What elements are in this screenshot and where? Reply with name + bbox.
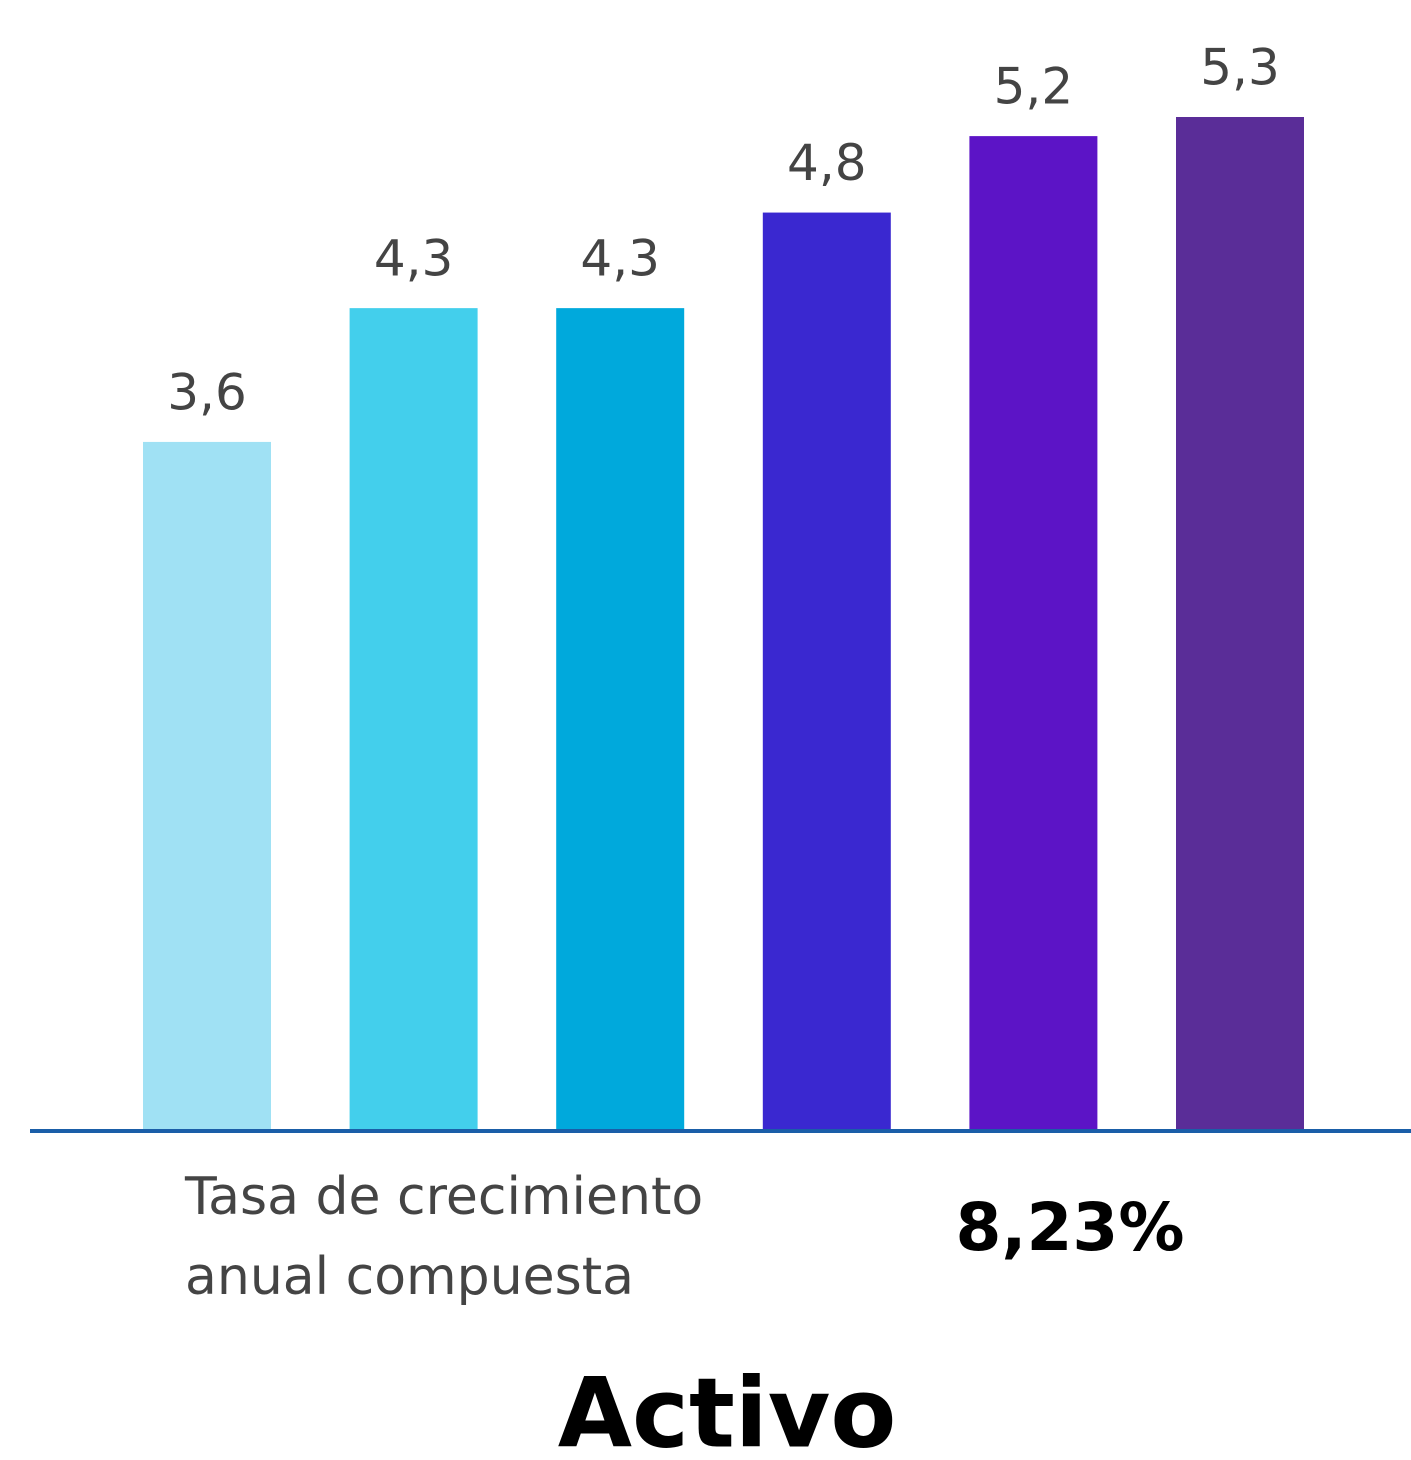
value-label: 5,3 (1200, 39, 1280, 97)
bar (1176, 117, 1304, 1130)
annotation-line: Tasa de crecimiento (184, 1167, 703, 1227)
bar (556, 308, 685, 1130)
annotation-line: anual compuesta (185, 1247, 634, 1307)
bar (143, 441, 271, 1130)
value-label: 4,3 (374, 230, 454, 288)
value-label: 4,3 (580, 230, 660, 288)
bar (762, 212, 891, 1130)
value-label: 3,6 (167, 363, 247, 421)
annotation-value: 8,23% (956, 1189, 1185, 1266)
value-label: 5,2 (994, 58, 1074, 116)
bar (349, 308, 478, 1130)
bar (969, 136, 1098, 1130)
chart-title: Activo (558, 1357, 897, 1460)
value-label: 4,8 (787, 134, 867, 192)
